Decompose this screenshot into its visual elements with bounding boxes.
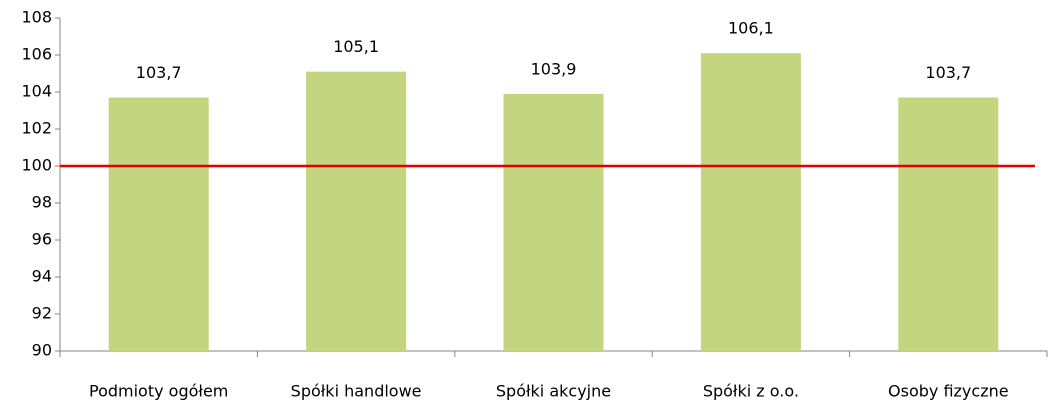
y-tick-label: 106 bbox=[21, 45, 52, 64]
y-tick-label: 96 bbox=[32, 230, 52, 249]
y-tick-label: 94 bbox=[32, 267, 52, 286]
y-tick-label: 104 bbox=[21, 82, 52, 101]
x-tick-label: Spółki z o.o. bbox=[703, 382, 799, 401]
y-tick-label: 90 bbox=[32, 341, 52, 360]
y-tick-label: 100 bbox=[21, 156, 52, 175]
y-tick-label: 92 bbox=[32, 304, 52, 323]
value-label: 103,7 bbox=[925, 63, 971, 82]
bar bbox=[108, 97, 209, 351]
value-label: 103,7 bbox=[136, 63, 182, 82]
bar bbox=[306, 71, 407, 352]
y-tick-label: 108 bbox=[21, 8, 52, 27]
x-tick-label: Podmioty ogółem bbox=[89, 382, 228, 401]
value-label: 105,1 bbox=[333, 37, 379, 56]
value-label: 103,9 bbox=[531, 59, 577, 78]
x-tick-label: Spółki akcyjne bbox=[496, 382, 611, 401]
bar bbox=[700, 53, 801, 352]
y-tick-label: 98 bbox=[32, 193, 52, 212]
bar bbox=[898, 97, 999, 351]
value-label: 106,1 bbox=[728, 19, 774, 38]
bar bbox=[503, 93, 604, 351]
y-tick-label: 102 bbox=[21, 119, 52, 138]
x-tick-label: Osoby fizyczne bbox=[888, 382, 1009, 401]
x-tick-label: Spółki handlowe bbox=[291, 382, 422, 401]
